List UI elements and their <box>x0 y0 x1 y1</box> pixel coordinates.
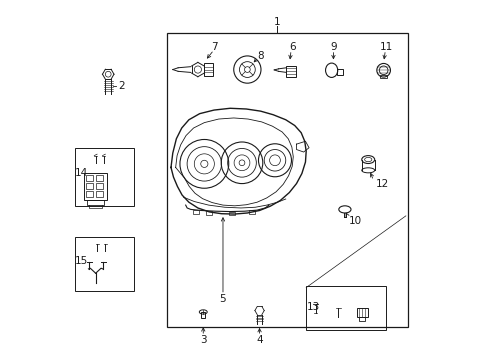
Text: 15: 15 <box>75 256 88 266</box>
Bar <box>87 200 103 205</box>
Text: 9: 9 <box>329 42 336 51</box>
Bar <box>86 183 93 189</box>
Text: 11: 11 <box>379 42 392 51</box>
Bar <box>193 211 199 214</box>
Bar <box>336 69 343 75</box>
Bar <box>96 191 103 197</box>
Text: 6: 6 <box>288 42 295 51</box>
Text: 12: 12 <box>375 179 388 189</box>
Text: 4: 4 <box>256 334 263 345</box>
Bar <box>83 173 107 200</box>
Text: 3: 3 <box>200 334 206 345</box>
Bar <box>379 75 386 78</box>
Bar <box>204 63 213 76</box>
Bar <box>75 237 134 291</box>
Text: 7: 7 <box>210 42 217 51</box>
Text: 8: 8 <box>257 51 264 61</box>
Text: 10: 10 <box>348 216 362 226</box>
Bar <box>286 66 296 77</box>
Text: 5: 5 <box>219 294 226 304</box>
Text: 13: 13 <box>306 302 320 312</box>
Bar <box>86 175 93 181</box>
Bar <box>359 317 364 320</box>
Text: 1: 1 <box>273 17 280 27</box>
Bar <box>86 191 93 197</box>
Bar <box>167 33 407 327</box>
Text: 14: 14 <box>75 168 88 178</box>
Bar <box>305 286 385 330</box>
Bar <box>201 312 205 319</box>
Bar <box>228 212 234 215</box>
Bar <box>357 308 367 317</box>
Bar <box>248 211 254 214</box>
Bar <box>96 183 103 189</box>
Bar <box>75 148 134 206</box>
Text: 2: 2 <box>118 81 124 91</box>
Bar <box>205 211 211 215</box>
Bar <box>96 175 103 181</box>
